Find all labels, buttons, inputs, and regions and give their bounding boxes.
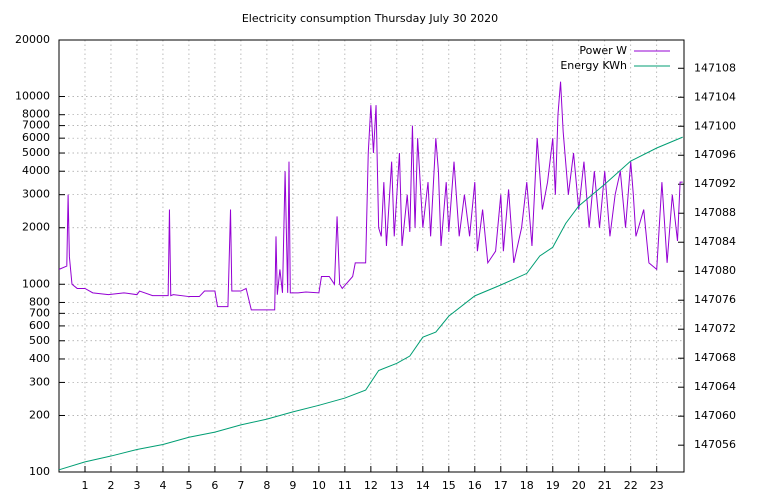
y2-tick-label: 147064 bbox=[694, 380, 736, 393]
x-tick-label: 11 bbox=[338, 479, 352, 492]
x-tick-label: 1 bbox=[81, 479, 88, 492]
y-tick-label: 20000 bbox=[15, 33, 50, 46]
y-tick-label: 800 bbox=[29, 295, 50, 308]
x-tick-label: 8 bbox=[263, 479, 270, 492]
y-tick-label: 7000 bbox=[22, 119, 50, 132]
y-tick-label: 5000 bbox=[22, 146, 50, 159]
y2-tick-label: 147104 bbox=[694, 90, 736, 103]
y2-tick-label: 147092 bbox=[694, 177, 736, 190]
x-tick-label: 17 bbox=[494, 479, 508, 492]
x-tick-label: 9 bbox=[289, 479, 296, 492]
y2-tick-label: 147084 bbox=[694, 235, 736, 248]
y-tick-label: 1000 bbox=[22, 277, 50, 290]
y-tick-label: 200 bbox=[29, 408, 50, 421]
y2-tick-label: 147108 bbox=[694, 61, 736, 74]
x-tick-label: 13 bbox=[390, 479, 404, 492]
legend-label: Energy KWh bbox=[560, 59, 627, 72]
x-tick-label: 15 bbox=[442, 479, 456, 492]
x-tick-label: 21 bbox=[598, 479, 612, 492]
x-tick-label: 2 bbox=[107, 479, 114, 492]
y2-tick-label: 147068 bbox=[694, 351, 736, 364]
y-tick-label: 3000 bbox=[22, 188, 50, 201]
x-tick-label: 22 bbox=[624, 479, 638, 492]
legend-label: Power W bbox=[579, 44, 627, 57]
x-tick-label: 19 bbox=[546, 479, 560, 492]
y-tick-label: 6000 bbox=[22, 131, 50, 144]
y2-tick-label: 147100 bbox=[694, 119, 736, 132]
y-tick-label: 400 bbox=[29, 352, 50, 365]
x-tick-label: 5 bbox=[185, 479, 192, 492]
x-tick-label: 16 bbox=[468, 479, 482, 492]
y-tick-label: 8000 bbox=[22, 108, 50, 121]
y2-tick-label: 147072 bbox=[694, 322, 736, 335]
series-line bbox=[58, 136, 683, 471]
x-tick-label: 7 bbox=[237, 479, 244, 492]
y-tick-label: 700 bbox=[29, 306, 50, 319]
y2-tick-label: 147060 bbox=[694, 409, 736, 422]
y2-tick-label: 147088 bbox=[694, 206, 736, 219]
x-tick-label: 4 bbox=[159, 479, 166, 492]
x-tick-label: 20 bbox=[572, 479, 586, 492]
chart-title: Electricity consumption Thursday July 30… bbox=[242, 12, 498, 25]
x-tick-label: 23 bbox=[650, 479, 664, 492]
x-tick-label: 3 bbox=[133, 479, 140, 492]
x-tick-label: 14 bbox=[416, 479, 430, 492]
plot-frame bbox=[58, 39, 685, 473]
series-line bbox=[58, 81, 683, 311]
y2-tick-label: 147076 bbox=[694, 293, 736, 306]
y-tick-label: 300 bbox=[29, 375, 50, 388]
y-tick-label: 2000 bbox=[22, 221, 50, 234]
x-tick-label: 10 bbox=[312, 479, 326, 492]
y-tick-label: 4000 bbox=[22, 164, 50, 177]
y-tick-label: 100 bbox=[29, 465, 50, 478]
x-tick-label: 12 bbox=[364, 479, 378, 492]
y-tick-label: 600 bbox=[29, 319, 50, 332]
y2-tick-label: 147096 bbox=[694, 148, 736, 161]
y-tick-label: 500 bbox=[29, 334, 50, 347]
y2-tick-label: 147056 bbox=[694, 438, 736, 451]
x-tick-label: 18 bbox=[520, 479, 534, 492]
y-tick-label: 10000 bbox=[15, 90, 50, 103]
x-tick-label: 6 bbox=[211, 479, 218, 492]
y2-tick-label: 147080 bbox=[694, 264, 736, 277]
